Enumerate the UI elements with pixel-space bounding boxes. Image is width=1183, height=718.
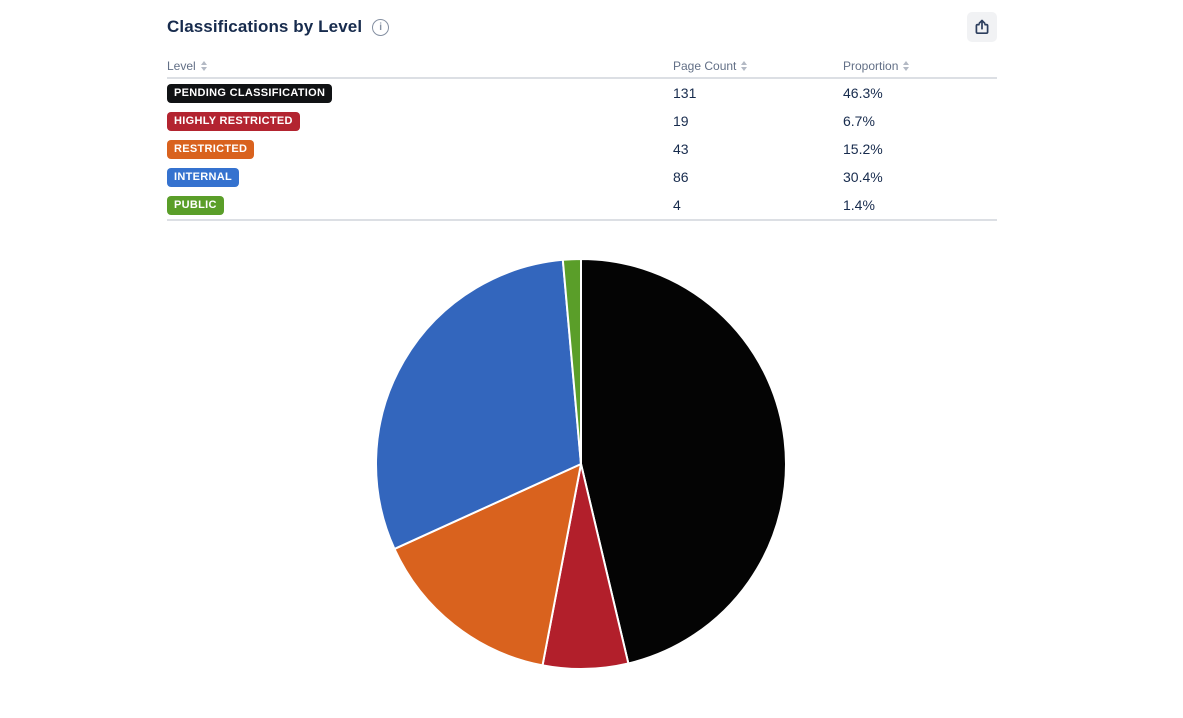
- table-row: INTERNAL 86 30.4%: [167, 163, 997, 191]
- classification-badge: INTERNAL: [167, 168, 240, 187]
- column-header-proportion[interactable]: Proportion: [843, 59, 997, 73]
- proportion-value: 30.4%: [843, 169, 883, 185]
- proportion-value: 15.2%: [843, 141, 883, 157]
- proportion-value: 6.7%: [843, 113, 875, 129]
- info-icon[interactable]: i: [372, 18, 390, 36]
- table-row: PUBLIC 4 1.4%: [167, 191, 997, 219]
- export-share-icon: [975, 19, 989, 35]
- table-row: RESTRICTED 43 15.2%: [167, 135, 997, 163]
- classification-badge: PENDING CLASSIFICATION: [167, 84, 333, 103]
- page-title: Classifications by Level: [167, 17, 363, 36]
- page-count-value: 4: [673, 197, 681, 213]
- sort-icon: [741, 61, 748, 71]
- page-count-value: 131: [673, 85, 697, 101]
- pie-slice-restricted[interactable]: [393, 463, 582, 667]
- panel-header: Classifications by Level i: [167, 11, 997, 43]
- classification-badge: HIGHLY RESTRICTED: [167, 112, 300, 131]
- column-header-level[interactable]: Level: [167, 59, 673, 73]
- classification-table: Level Page Count Proportion PENDING CLAS…: [167, 55, 997, 221]
- table-header-row: Level Page Count Proportion: [167, 55, 997, 79]
- pie-slice-public[interactable]: [561, 258, 582, 465]
- classification-badge: RESTRICTED: [167, 140, 255, 159]
- pie-slice-internal[interactable]: [375, 258, 582, 550]
- pie-chart: [371, 254, 791, 674]
- page-count-value: 19: [673, 113, 689, 129]
- table-row: HIGHLY RESTRICTED 19 6.7%: [167, 107, 997, 135]
- sort-icon: [200, 61, 207, 71]
- sort-icon: [903, 61, 910, 71]
- column-header-page-count[interactable]: Page Count: [673, 59, 843, 73]
- table-row: PENDING CLASSIFICATION 131 46.3%: [167, 79, 997, 107]
- page-count-value: 86: [673, 169, 689, 185]
- classification-badge: PUBLIC: [167, 196, 224, 215]
- proportion-value: 46.3%: [843, 85, 883, 101]
- table-body: PENDING CLASSIFICATION 131 46.3% HIGHLY …: [167, 79, 997, 221]
- pie-slice-pending-classification[interactable]: [580, 258, 787, 665]
- page-count-value: 43: [673, 141, 689, 157]
- export-button[interactable]: [967, 12, 997, 42]
- proportion-value: 1.4%: [843, 197, 875, 213]
